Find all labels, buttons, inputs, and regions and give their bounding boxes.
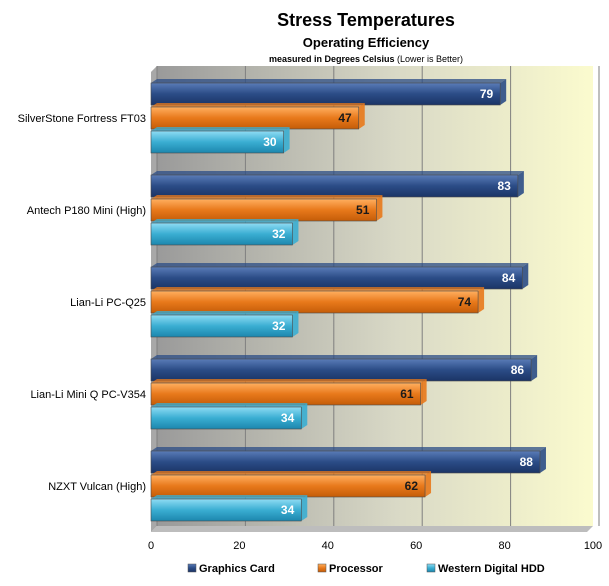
- category-label: Antech P180 Mini (High): [27, 205, 146, 217]
- x-tick-label: 80: [498, 540, 510, 552]
- bar: [150, 198, 377, 222]
- bar: [150, 266, 523, 290]
- data-label: 61: [400, 387, 414, 401]
- bar-top-face: [151, 403, 308, 407]
- bar-side-face: [376, 195, 383, 221]
- caption-bold: measured in Degrees Celsius: [269, 54, 395, 64]
- legend-label: Processor: [329, 563, 384, 575]
- bar-side-face: [301, 495, 308, 521]
- bar: [150, 82, 501, 106]
- legend-swatch: [317, 563, 327, 573]
- bar-top-face: [151, 219, 299, 223]
- bar-top-face: [151, 311, 299, 315]
- data-label: 86: [511, 363, 525, 377]
- bar: [150, 450, 541, 474]
- chart-title: Stress Temperatures: [277, 10, 455, 30]
- bar-side-face: [531, 355, 538, 381]
- data-label: 51: [356, 203, 370, 217]
- bar-top-face: [151, 379, 427, 383]
- bar: [150, 106, 360, 130]
- bar-top-face: [151, 447, 546, 451]
- x-tick-label: 20: [233, 540, 245, 552]
- bar-side-face: [478, 287, 485, 313]
- bar-top-face: [151, 103, 365, 107]
- legend-swatch: [426, 563, 436, 573]
- bar-side-face: [283, 127, 290, 153]
- bars: 79 47 30 83 51 32 84 74 32 86 61 34 88 62 34: [150, 79, 546, 522]
- x-tick-label: 100: [584, 540, 602, 552]
- bar: [150, 358, 532, 382]
- bar: [150, 382, 421, 406]
- plot-floor: [151, 526, 593, 532]
- data-label: 74: [458, 295, 472, 309]
- data-label: 34: [281, 411, 295, 425]
- chart-subtitle: Operating Efficiency: [303, 35, 430, 50]
- bar-side-face: [425, 471, 432, 497]
- data-label: 83: [498, 179, 512, 193]
- data-label: 30: [263, 135, 277, 149]
- data-label: 47: [338, 111, 352, 125]
- bar-side-face: [358, 103, 365, 129]
- legend-swatch: [187, 563, 197, 573]
- category-label: Lian-Li PC-Q25: [70, 297, 146, 309]
- bar-top-face: [151, 287, 485, 291]
- axes: SilverStone Fortress FT03 Antech P180 Min…: [18, 113, 603, 552]
- bar-side-face: [522, 263, 529, 289]
- bar: [150, 130, 284, 154]
- chart-caption: measured in Degrees Celsius (Lower is Be…: [269, 54, 463, 64]
- x-tick-label: 60: [410, 540, 422, 552]
- x-tick-label: 0: [148, 540, 154, 552]
- bar-side-face: [517, 171, 524, 197]
- legend: Graphics Card Processor Western Digital HD…: [187, 563, 545, 575]
- bar: [150, 290, 479, 314]
- category-label: NZXT Vulcan (High): [48, 481, 146, 493]
- bar-side-face: [420, 379, 427, 405]
- bar: [150, 406, 302, 430]
- bar: [150, 314, 293, 338]
- data-label: 88: [520, 455, 534, 469]
- x-tick-label: 40: [322, 540, 334, 552]
- bar-top-face: [151, 127, 290, 131]
- data-label: 32: [272, 227, 286, 241]
- legend-label: Western Digital HDD: [438, 563, 545, 575]
- bar: [150, 174, 519, 198]
- bar-side-face: [292, 219, 299, 245]
- category-label: Lian-Li Mini Q PC-V354: [30, 389, 146, 401]
- bar-side-face: [292, 311, 299, 337]
- bar: [150, 222, 293, 246]
- bar-side-face: [500, 79, 507, 105]
- bar-side-face: [539, 447, 546, 473]
- bar-top-face: [151, 171, 524, 175]
- bar: [150, 498, 302, 522]
- bar-top-face: [151, 195, 383, 199]
- legend-label: Graphics Card: [199, 563, 275, 575]
- bar-top-face: [151, 495, 308, 499]
- data-label: 62: [405, 479, 419, 493]
- data-label: 79: [480, 87, 494, 101]
- category-label: SilverStone Fortress FT03: [18, 113, 146, 125]
- bar-top-face: [151, 263, 529, 267]
- bar-top-face: [151, 471, 432, 475]
- bar-top-face: [151, 355, 538, 359]
- data-label: 34: [281, 503, 295, 517]
- bar-top-face: [151, 79, 507, 83]
- data-label: 84: [502, 271, 516, 285]
- bar-side-face: [301, 403, 308, 429]
- caption-normal: (Lower is Better): [395, 54, 464, 64]
- bar: [150, 474, 426, 498]
- data-label: 32: [272, 319, 286, 333]
